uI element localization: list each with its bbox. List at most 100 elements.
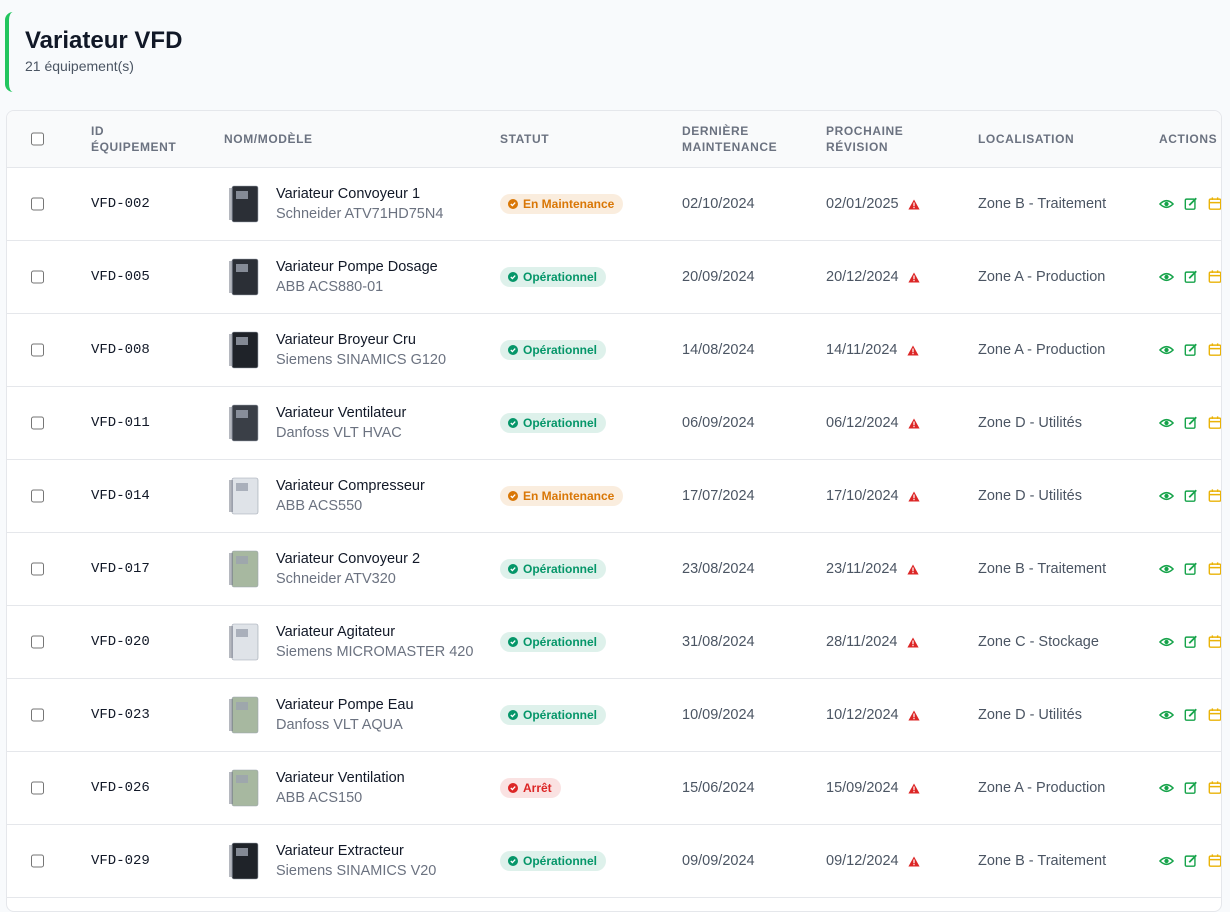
edit-button[interactable]	[1184, 197, 1198, 212]
view-button-icon	[1159, 637, 1174, 647]
edit-button-icon	[1184, 343, 1197, 356]
view-button-icon	[1159, 564, 1174, 574]
overdue-warning-icon	[907, 491, 920, 501]
schedule-button[interactable]	[1208, 562, 1221, 577]
view-button[interactable]	[1159, 416, 1174, 431]
view-button-icon	[1159, 856, 1174, 866]
last-maintenance: 06/09/2024	[682, 415, 755, 431]
row-checkbox[interactable]	[31, 854, 44, 868]
equipment-model: ABB ACS550	[276, 498, 363, 514]
table-row: VFD-023 Variateur Pompe Eau Danfoss VLT AQ…	[7, 679, 1221, 752]
next-revision: 28/11/2024	[826, 634, 919, 650]
view-button-icon	[1159, 345, 1174, 355]
view-button[interactable]	[1159, 197, 1174, 212]
edit-button[interactable]	[1184, 708, 1198, 723]
equipment-model: Siemens MICROMASTER 420	[276, 644, 474, 660]
equipment-thumbnail	[229, 404, 259, 442]
status-badge: Opérationnel	[500, 559, 607, 579]
next-revision-date: 17/10/2024	[826, 488, 899, 504]
location: Zone A - Production	[978, 780, 1106, 796]
view-button[interactable]	[1159, 562, 1174, 577]
schedule-button-icon	[1208, 635, 1221, 648]
next-revision-date: 14/11/2024	[826, 342, 898, 358]
view-button[interactable]	[1159, 635, 1174, 650]
status-text: Opérationnel	[523, 854, 598, 868]
schedule-button[interactable]	[1208, 416, 1221, 431]
edit-button[interactable]	[1184, 854, 1198, 869]
table-row: VFD-008 Variateur Broyeur Cru Siemens SINA…	[7, 314, 1221, 387]
equipment-model: Danfoss VLT AQUA	[276, 717, 403, 733]
status-badge: Opérationnel	[500, 705, 607, 725]
equipment-table: ID ÉQUIPEMENT NOM/MODÈLE STATUT DERNIÈRE MA…	[6, 110, 1222, 912]
last-maintenance: 31/08/2024	[682, 634, 755, 650]
page-subtitle: 21 équipement(s)	[25, 58, 134, 74]
schedule-button[interactable]	[1208, 635, 1221, 650]
view-button[interactable]	[1159, 489, 1174, 504]
name-model: Variateur Extracteur Siemens SINAMICS V20	[276, 841, 436, 881]
schedule-button[interactable]	[1208, 489, 1221, 504]
edit-button[interactable]	[1184, 270, 1198, 285]
schedule-button[interactable]	[1208, 270, 1221, 285]
edit-button[interactable]	[1184, 416, 1198, 431]
overdue-warning-icon	[907, 418, 920, 428]
equipment-thumbnail	[229, 258, 259, 296]
view-button[interactable]	[1159, 708, 1174, 723]
page-title: Variateur VFD	[25, 27, 183, 54]
location: Zone C - Stockage	[978, 634, 1099, 650]
edit-button[interactable]	[1184, 781, 1198, 796]
view-button[interactable]	[1159, 781, 1174, 796]
equipment-thumbnail	[229, 331, 259, 369]
row-checkbox[interactable]	[31, 781, 44, 795]
schedule-button[interactable]	[1208, 708, 1221, 723]
row-checkbox[interactable]	[31, 197, 44, 211]
select-all-checkbox[interactable]	[31, 132, 44, 146]
table-row: VFD-005 Variateur Pompe Dosage ABB ACS880-…	[7, 241, 1221, 314]
name-model: Variateur Pompe Eau Danfoss VLT AQUA	[276, 695, 414, 735]
column-header: LOCALISATION	[978, 132, 1075, 146]
last-maintenance: 10/09/2024	[682, 707, 755, 723]
schedule-button[interactable]	[1208, 781, 1221, 796]
view-button[interactable]	[1159, 854, 1174, 869]
equipment-name: Variateur Pompe Dosage	[276, 259, 438, 275]
actions	[1159, 635, 1221, 650]
row-checkbox[interactable]	[31, 708, 44, 722]
actions	[1159, 781, 1221, 796]
edit-button[interactable]	[1184, 343, 1198, 358]
name-model: Variateur Agitateur Siemens MICROMASTER 4…	[276, 622, 473, 662]
table-row: VFD-011 Variateur Ventilateur Danfoss VLT …	[7, 387, 1221, 460]
status-badge: Arrêt	[500, 778, 561, 798]
status-badge: Opérationnel	[500, 267, 607, 287]
equipment-id: VFD-023	[91, 707, 150, 723]
row-checkbox[interactable]	[31, 489, 44, 503]
table-row: VFD-029 Variateur Extracteur Siemens SINAM…	[7, 825, 1221, 898]
actions	[1159, 416, 1221, 431]
last-maintenance: 09/09/2024	[682, 853, 755, 869]
row-checkbox[interactable]	[31, 343, 44, 357]
status-badge: En Maintenance	[500, 194, 624, 214]
row-checkbox[interactable]	[31, 416, 44, 430]
schedule-button-icon	[1208, 270, 1221, 283]
equipment-thumbnail	[229, 842, 259, 880]
equipment-thumbnail	[229, 185, 259, 223]
name-model: Variateur Convoyeur 1 Schneider ATV71HD75…	[276, 184, 443, 224]
row-checkbox[interactable]	[31, 270, 44, 284]
view-button[interactable]	[1159, 270, 1174, 285]
status-icon	[508, 856, 518, 866]
schedule-button-icon	[1208, 489, 1221, 502]
schedule-button[interactable]	[1208, 343, 1221, 358]
schedule-button[interactable]	[1208, 854, 1221, 869]
status-icon	[508, 272, 518, 282]
overdue-warning-icon	[906, 637, 919, 647]
table-row: VFD-017 Variateur Convoyeur 2 Schneider AT…	[7, 533, 1221, 606]
column-header: ACTIONS	[1159, 132, 1218, 146]
edit-button-icon	[1184, 708, 1197, 721]
view-button[interactable]	[1159, 343, 1174, 358]
edit-button[interactable]	[1184, 489, 1198, 504]
row-checkbox[interactable]	[31, 635, 44, 649]
schedule-button[interactable]	[1208, 197, 1221, 212]
equipment-name: Variateur Convoyeur 1	[276, 186, 421, 202]
edit-button[interactable]	[1184, 562, 1198, 577]
edit-button[interactable]	[1184, 635, 1198, 650]
last-maintenance: 17/07/2024	[682, 488, 755, 504]
row-checkbox[interactable]	[31, 562, 44, 576]
